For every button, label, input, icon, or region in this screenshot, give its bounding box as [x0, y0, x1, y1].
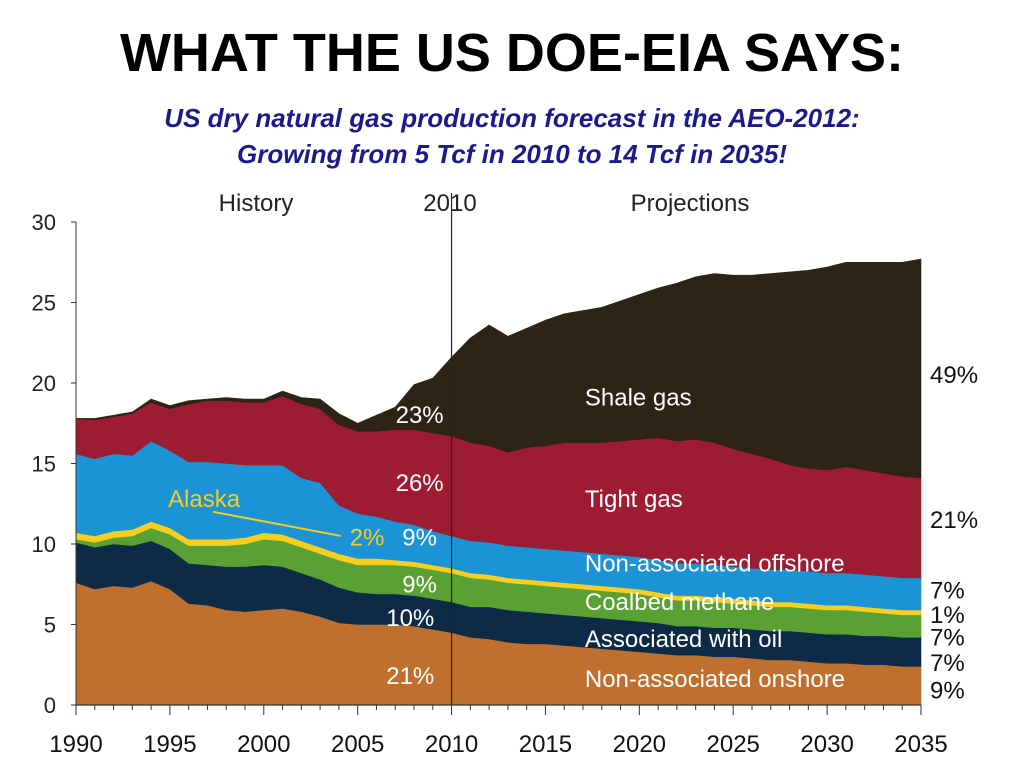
share-2035-label-3: 1% [930, 602, 965, 629]
share-2035-label-1: 21% [930, 507, 978, 534]
page-title: WHAT THE US DOE-EIA SAYS: [119, 23, 905, 83]
share-2010-label-3: 9% [402, 525, 437, 552]
share-2035-label-4: 7% [930, 624, 965, 651]
chart-labels: Shale gas Tight gas Non-associated offshor… [168, 190, 978, 705]
region-label-alaska: Alaska [168, 486, 241, 513]
share-2035-label-6: 9% [930, 678, 965, 705]
share-2010-label-0: 23% [396, 402, 444, 429]
share-2010-label-6: 21% [386, 663, 434, 690]
period-label-history: History [219, 190, 294, 217]
subtitle-line-2: Growing from 5 Tcf in 2010 to 14 Tcf in … [237, 139, 787, 169]
area-layers [75, 258, 922, 706]
share-2010-label-1: 26% [396, 470, 444, 497]
y-tick-label-25: 25 [32, 291, 56, 316]
y-tick-label-5: 5 [44, 613, 56, 638]
x-tick-label-2035: 2035 [894, 731, 947, 758]
share-2010-label-5: 10% [386, 605, 434, 632]
x-tick-label-2015: 2015 [519, 731, 572, 758]
region-label-non-associated-offshore: Non-associated offshore [585, 550, 845, 577]
x-tick-label-2000: 2000 [237, 731, 290, 758]
x-tick-label-2005: 2005 [331, 731, 384, 758]
x-tick-label-2020: 2020 [613, 731, 666, 758]
y-tick-label-10: 10 [32, 532, 56, 557]
subtitle-line-1: US dry natural gas production forecast i… [164, 103, 860, 133]
chart-subtitle: US dry natural gas production forecast i… [0, 100, 1024, 172]
y-tick-label-15: 15 [32, 452, 56, 477]
y-tick-label-30: 30 [32, 210, 56, 235]
share-2010-label-4: 9% [402, 571, 437, 598]
x-tick-label-2010: 2010 [425, 731, 478, 758]
period-label-projections: Projections [631, 190, 750, 217]
share-2035-label-5: 7% [930, 650, 965, 677]
x-tick-label-1995: 1995 [143, 731, 196, 758]
period-label-2010: 2010 [423, 190, 476, 217]
share-2010-label-2: 2% [350, 525, 385, 552]
region-label-non-associated-onshore: Non-associated onshore [585, 666, 845, 693]
area-shale-gas [75, 258, 922, 479]
region-label-tight-gas: Tight gas [585, 486, 683, 513]
x-tick-label-2030: 2030 [800, 731, 853, 758]
y-tick-label-0: 0 [44, 693, 56, 718]
x-tick-label-2025: 2025 [707, 731, 760, 758]
region-label-coalbed-methane: Coalbed methane [585, 589, 774, 616]
x-tick-label-1990: 1990 [49, 731, 102, 758]
alaska-callout-line [212, 510, 341, 537]
region-label-associated-with-oil: Associated with oil [585, 626, 782, 653]
share-2035-label-0: 49% [930, 362, 978, 389]
share-2035-label-2: 7% [930, 578, 965, 605]
y-tick-label-20: 20 [32, 371, 56, 396]
region-label-shale-gas: Shale gas [585, 384, 692, 411]
